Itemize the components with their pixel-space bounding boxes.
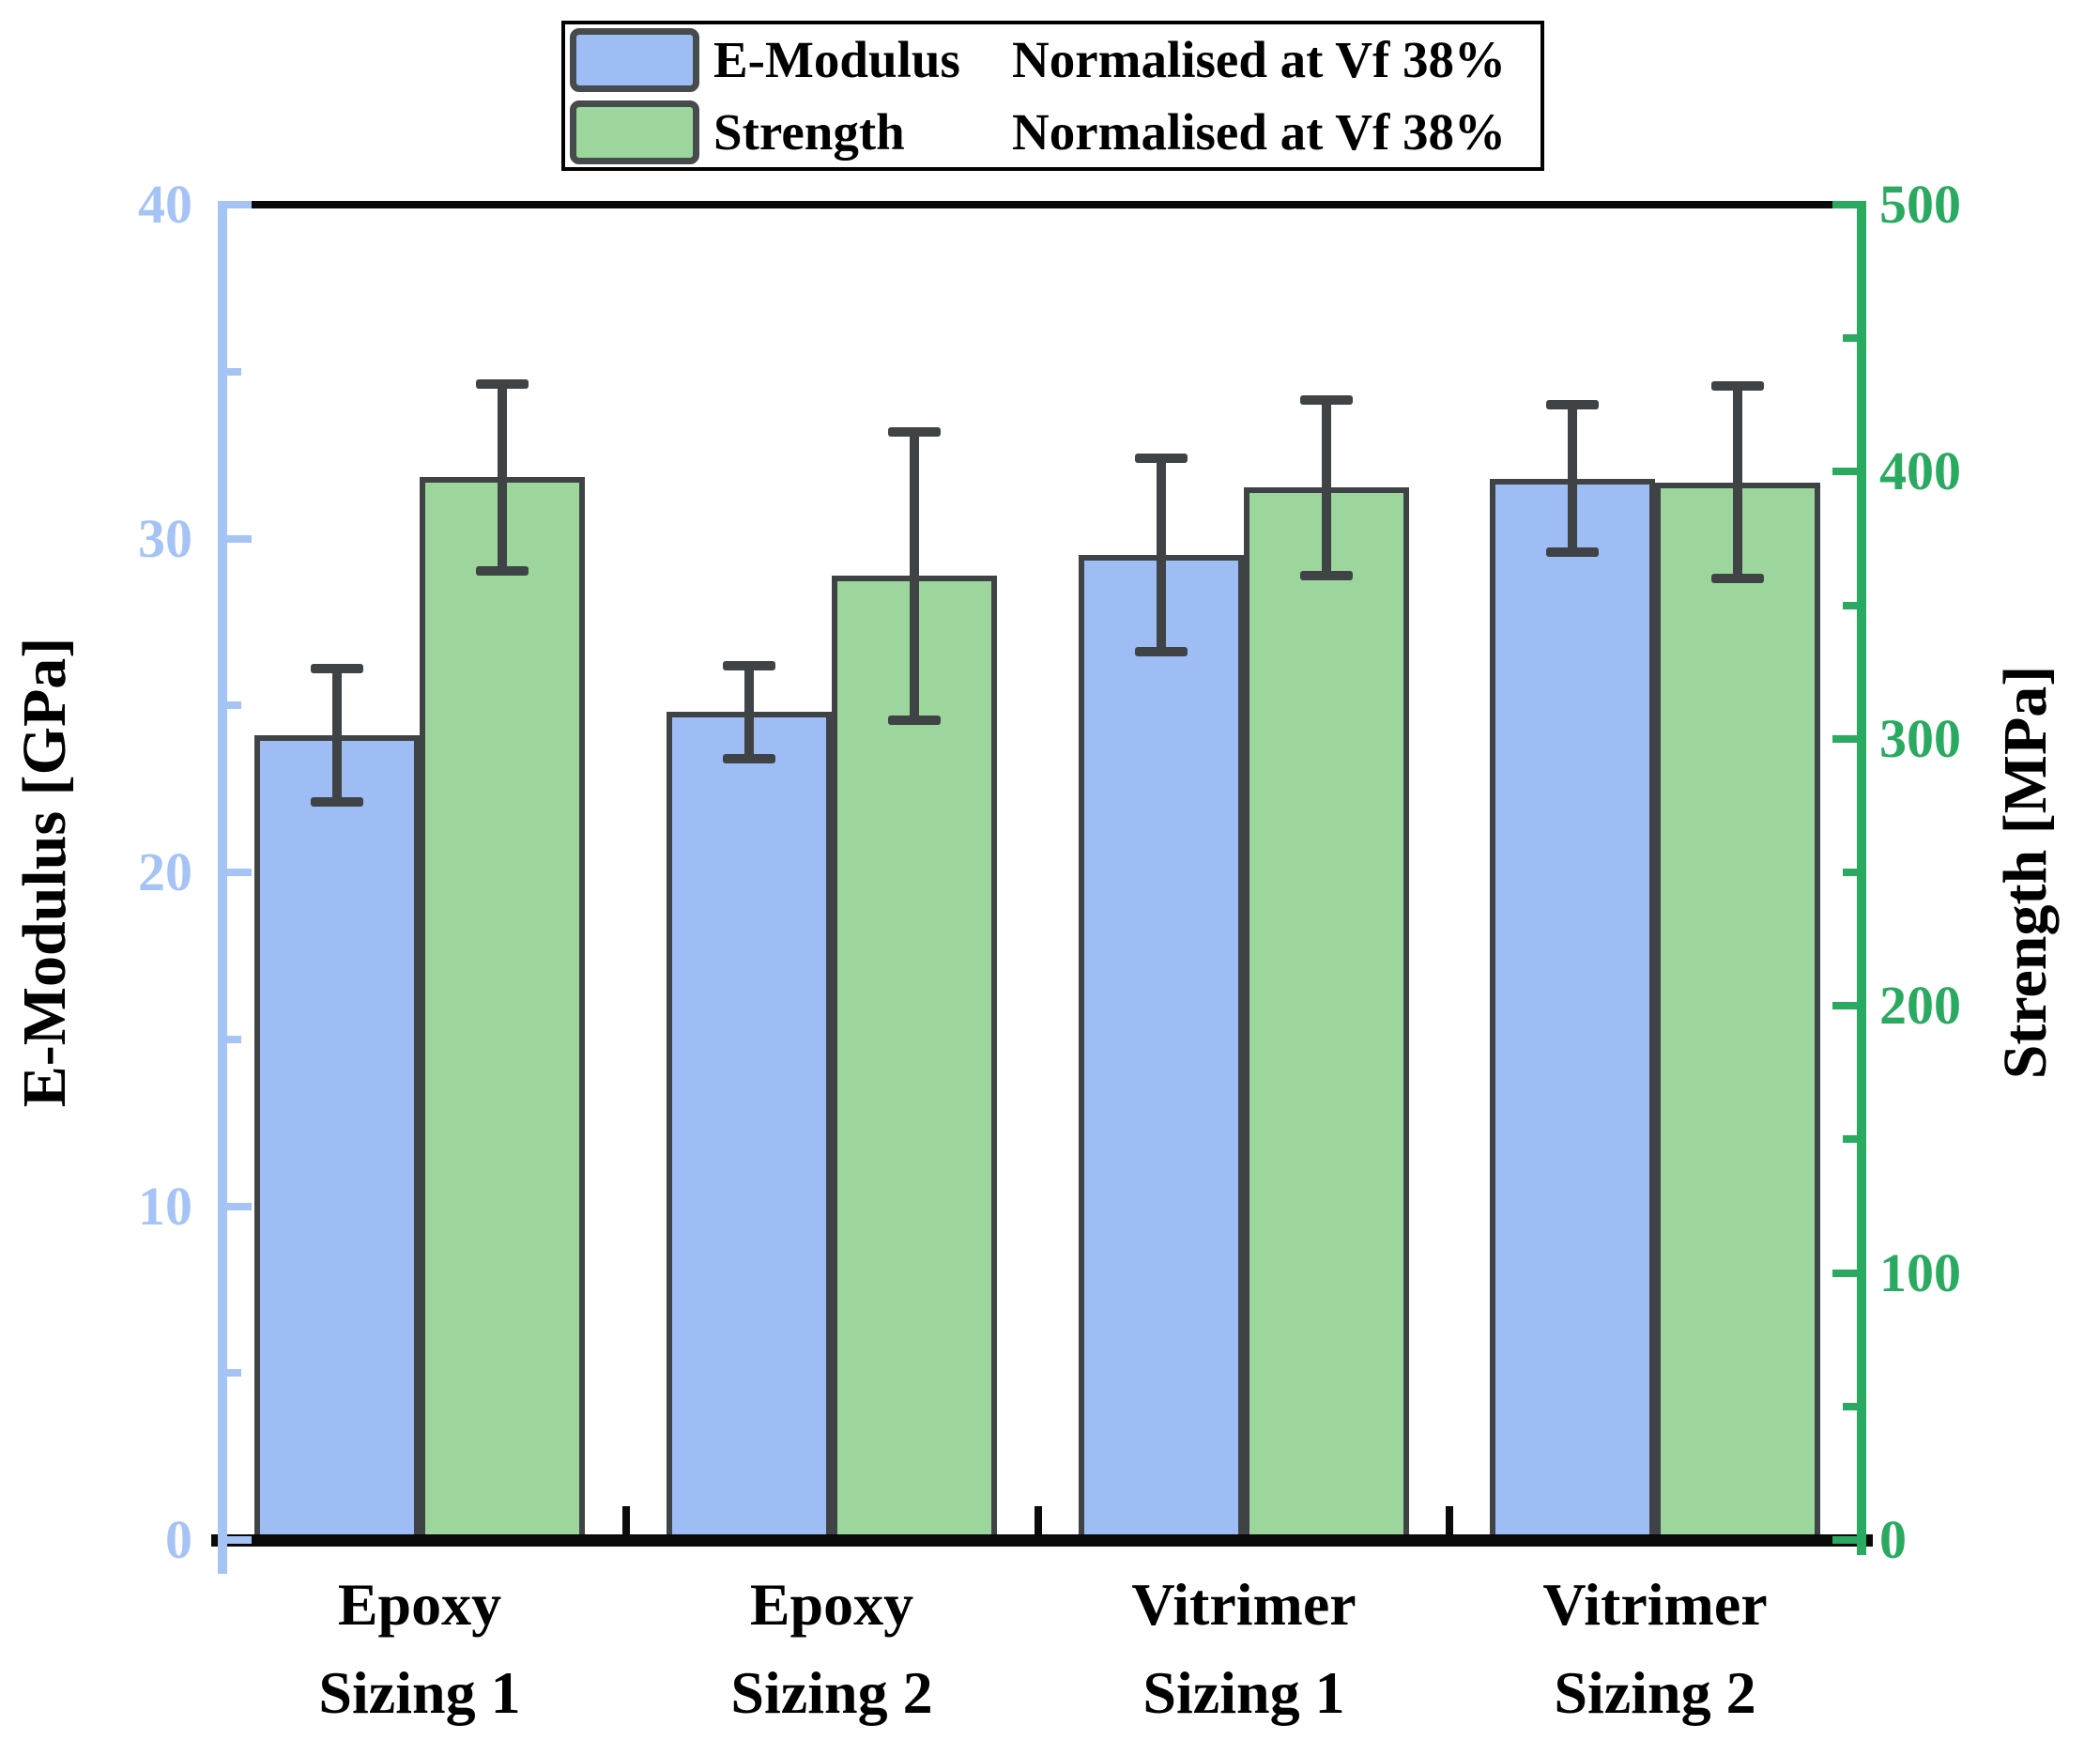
left-minor-tick-25: [227, 701, 241, 710]
x-category-label-line: Epoxy: [337, 1571, 502, 1638]
legend-box: E-Modulus Normalised at Vf 38% Strength No…: [561, 21, 1544, 171]
right-tick-label-200: 200: [1879, 975, 1961, 1037]
right-major-tick-200: [1832, 1002, 1857, 1010]
legend-label-emodulus: E-Modulus Normalised at Vf 38%: [713, 28, 1506, 92]
bar-strength-vitrimer-sizing-2: [1655, 482, 1820, 1540]
error-bar-vitrimer-sizing-2-emodulus-line: [1568, 405, 1577, 552]
right-major-tick-400: [1832, 468, 1857, 476]
x-category-label-epoxy-sizing-1: Epoxy Sizing 1: [176, 1561, 664, 1737]
right-axis-title: Strength [MPa]: [1991, 665, 2060, 1080]
legend-series-suffix: Normalised at Vf 38%: [1012, 31, 1507, 88]
error-bar-vitrimer-sizing-1-emodulus-line: [1157, 458, 1166, 653]
x-axis-boundary-tick-2: [1034, 1506, 1042, 1534]
error-bar-epoxy-sizing-2-emodulus-cap-bottom: [723, 754, 775, 764]
error-bar-epoxy-sizing-2-strength-cap-bottom: [888, 715, 941, 725]
right-tick-label-0: 0: [1879, 1509, 1907, 1570]
right-minor-tick-50: [1843, 1402, 1857, 1410]
left-tick-label-40: 40: [138, 174, 192, 235]
left-major-tick-10: [227, 1202, 252, 1210]
bar-e-modulus-epoxy-sizing-2: [667, 712, 832, 1540]
left-minor-tick-5: [227, 1369, 241, 1378]
error-bar-vitrimer-sizing-2-strength-line: [1733, 386, 1742, 579]
error-bar-vitrimer-sizing-2-strength-cap-top: [1711, 381, 1764, 392]
legend-swatch-emodulus: [570, 28, 699, 92]
y-axis-right-line: [1857, 201, 1866, 1555]
x-category-label-vitrimer-sizing-2: Vitrimer Sizing 2: [1411, 1561, 1899, 1737]
left-tick-label-20: 20: [138, 841, 192, 902]
error-bar-vitrimer-sizing-1-emodulus-cap-top: [1135, 454, 1188, 464]
left-axis-title: E-Modulus [GPa]: [10, 637, 79, 1108]
error-bar-epoxy-sizing-1-emodulus-cap-top: [311, 664, 363, 674]
error-bar-vitrimer-sizing-1-strength-line: [1322, 399, 1331, 577]
right-minor-tick-250: [1843, 869, 1857, 876]
right-minor-tick-150: [1843, 1135, 1857, 1144]
right-minor-tick-450: [1843, 334, 1857, 343]
x-category-label-line: Sizing 2: [1554, 1659, 1756, 1726]
error-bar-vitrimer-sizing-2-emodulus-cap-bottom: [1546, 547, 1599, 557]
x-category-label-line: Sizing 1: [318, 1659, 521, 1726]
left-minor-tick-35: [227, 367, 241, 376]
x-category-label-epoxy-sizing-2: Epoxy Sizing 2: [588, 1561, 1076, 1737]
bar-e-modulus-vitrimer-sizing-1: [1079, 555, 1244, 1540]
bar-e-modulus-epoxy-sizing-1: [254, 735, 420, 1540]
error-bar-vitrimer-sizing-1-strength-cap-bottom: [1300, 571, 1353, 581]
x-category-label-line: Sizing 1: [1142, 1659, 1345, 1726]
left-tick-label-0: 0: [165, 1509, 192, 1570]
error-bar-epoxy-sizing-1-emodulus-cap-bottom: [311, 797, 363, 808]
right-minor-tick-350: [1843, 601, 1857, 609]
error-bar-vitrimer-sizing-2-emodulus-cap-top: [1546, 400, 1599, 410]
left-minor-tick-15: [227, 1035, 241, 1043]
left-major-tick-0: [227, 1536, 252, 1544]
right-tick-label-500: 500: [1879, 174, 1961, 235]
left-major-tick-40: [227, 201, 252, 208]
error-bar-vitrimer-sizing-1-strength-cap-top: [1300, 394, 1353, 405]
y-axis-left-line: [218, 201, 227, 1574]
x-axis-boundary-tick-3: [1446, 1506, 1453, 1534]
plot-frame-top: [218, 201, 1866, 208]
x-category-label-line: Vitrimer: [1131, 1571, 1357, 1638]
left-tick-label-10: 10: [138, 1175, 192, 1237]
x-axis-boundary-tick-1: [621, 1506, 630, 1534]
left-major-tick-30: [227, 534, 252, 543]
right-major-tick-300: [1832, 734, 1857, 743]
error-bar-epoxy-sizing-2-strength-line: [910, 431, 919, 720]
bar-strength-epoxy-sizing-1: [420, 477, 585, 1540]
error-bar-vitrimer-sizing-2-strength-cap-bottom: [1711, 574, 1764, 584]
bar-strength-vitrimer-sizing-1: [1244, 487, 1409, 1540]
right-tick-label-300: 300: [1879, 707, 1961, 769]
right-major-tick-500: [1832, 201, 1857, 208]
legend-series-suffix: Normalised at Vf 38%: [1012, 103, 1507, 161]
left-major-tick-20: [227, 869, 252, 876]
error-bar-epoxy-sizing-1-strength-line: [498, 383, 507, 571]
legend-swatch-strength: [570, 100, 699, 164]
error-bar-epoxy-sizing-2-strength-cap-top: [888, 426, 941, 437]
right-tick-label-100: 100: [1879, 1241, 1961, 1303]
x-category-label-line: Epoxy: [749, 1571, 914, 1638]
x-axis-line: [211, 1534, 1873, 1547]
bar-e-modulus-vitrimer-sizing-2: [1490, 478, 1655, 1540]
right-major-tick-100: [1832, 1269, 1857, 1277]
right-major-tick-0: [1832, 1536, 1857, 1544]
error-bar-epoxy-sizing-2-emodulus-line: [744, 665, 754, 760]
error-bar-epoxy-sizing-1-emodulus-line: [332, 669, 342, 803]
legend-label-strength: Strength Normalised at Vf 38%: [713, 100, 1506, 164]
error-bar-epoxy-sizing-2-emodulus-cap-top: [723, 660, 775, 670]
legend-series-name: Strength: [713, 103, 905, 161]
right-tick-label-400: 400: [1879, 440, 1961, 502]
left-tick-label-30: 30: [138, 507, 192, 569]
error-bar-epoxy-sizing-1-strength-cap-bottom: [476, 565, 529, 576]
x-category-label-line: Sizing 2: [730, 1659, 933, 1726]
legend-series-name: E-Modulus: [713, 31, 960, 88]
bar-strength-epoxy-sizing-2: [832, 576, 997, 1540]
error-bar-epoxy-sizing-1-strength-cap-top: [476, 378, 529, 389]
error-bar-vitrimer-sizing-1-emodulus-cap-bottom: [1135, 647, 1188, 657]
x-category-label-line: Vitrimer: [1542, 1571, 1768, 1638]
x-category-label-vitrimer-sizing-1: Vitrimer Sizing 1: [1000, 1561, 1488, 1737]
